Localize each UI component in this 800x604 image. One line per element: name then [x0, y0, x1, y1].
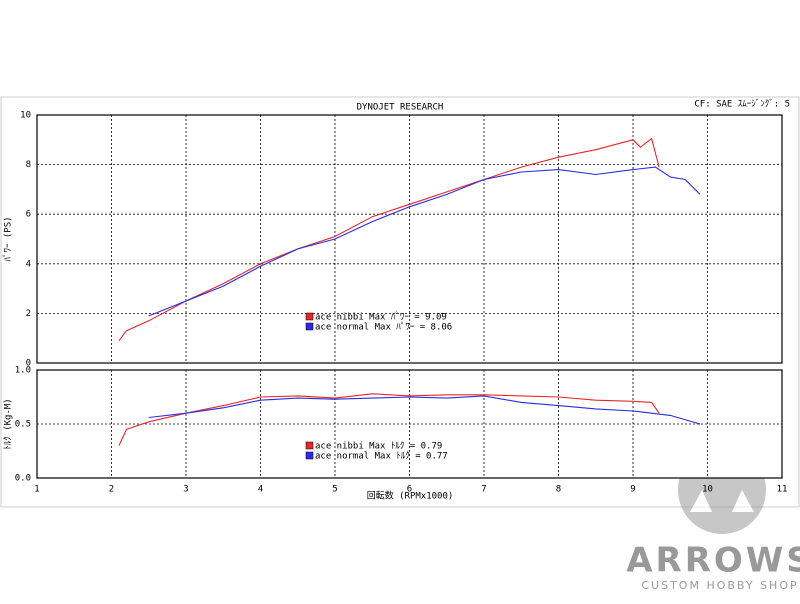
x-tick-label: 10: [702, 485, 713, 495]
x-axis-label: 回転数 (RPMx1000): [367, 490, 454, 502]
y-tick-label: 10: [20, 111, 31, 121]
y-tick-label: 8: [26, 160, 31, 170]
x-tick-label: 2: [109, 485, 114, 495]
legend-label: ace nibbi Max ﾄﾙｸ = 0.79: [315, 441, 442, 452]
y-tick-label: 2: [26, 309, 31, 319]
series-line: [148, 395, 701, 425]
legend-label: ace nibbi Max ﾊﾟﾜｰ = 9.09: [315, 312, 447, 323]
y-axis-label: ﾊﾟﾜｰ (PS): [3, 216, 14, 261]
x-tick-label: 6: [407, 485, 412, 495]
legend-swatch: [305, 312, 314, 321]
y-tick-label: 1.0: [15, 366, 31, 376]
x-tick-label: 4: [258, 485, 263, 495]
series-line: [118, 393, 660, 446]
y-axis-label: ﾄﾙｸ (Kg-M): [3, 398, 14, 449]
y-tick-label: 0.5: [15, 420, 31, 430]
x-tick-label: 9: [630, 485, 635, 495]
x-tick-label: 1: [34, 485, 39, 495]
watermark-title: ARROWS: [626, 541, 800, 581]
legend-swatch: [305, 322, 314, 331]
x-tick-label: 8: [556, 485, 561, 495]
y-tick-label: 6: [26, 210, 31, 220]
legend-swatch: [305, 441, 314, 450]
x-tick-label: 11: [777, 485, 788, 495]
y-tick-label: 0: [26, 359, 31, 369]
legend-label: ace normal Max ﾊﾟﾜｰ = 8.06: [315, 322, 452, 333]
chart-title: DYNOJET RESEARCH: [357, 103, 444, 113]
x-tick-label: 7: [481, 485, 486, 495]
watermark-subtitle: CUSTOM HOBBY SHOP: [641, 579, 798, 592]
legend-label: ace normal Max ﾄﾙｸ = 0.77: [315, 451, 448, 462]
y-tick-label: 4: [26, 259, 31, 269]
chart-subtitle: CF: SAE ｽﾑｰｼﾞﾝｸﾞ: 5: [694, 99, 790, 110]
legend-swatch: [305, 451, 314, 460]
y-tick-label: 0.0: [15, 474, 31, 484]
series-line: [148, 166, 701, 317]
x-tick-label: 3: [183, 485, 188, 495]
x-tick-label: 5: [332, 485, 337, 495]
